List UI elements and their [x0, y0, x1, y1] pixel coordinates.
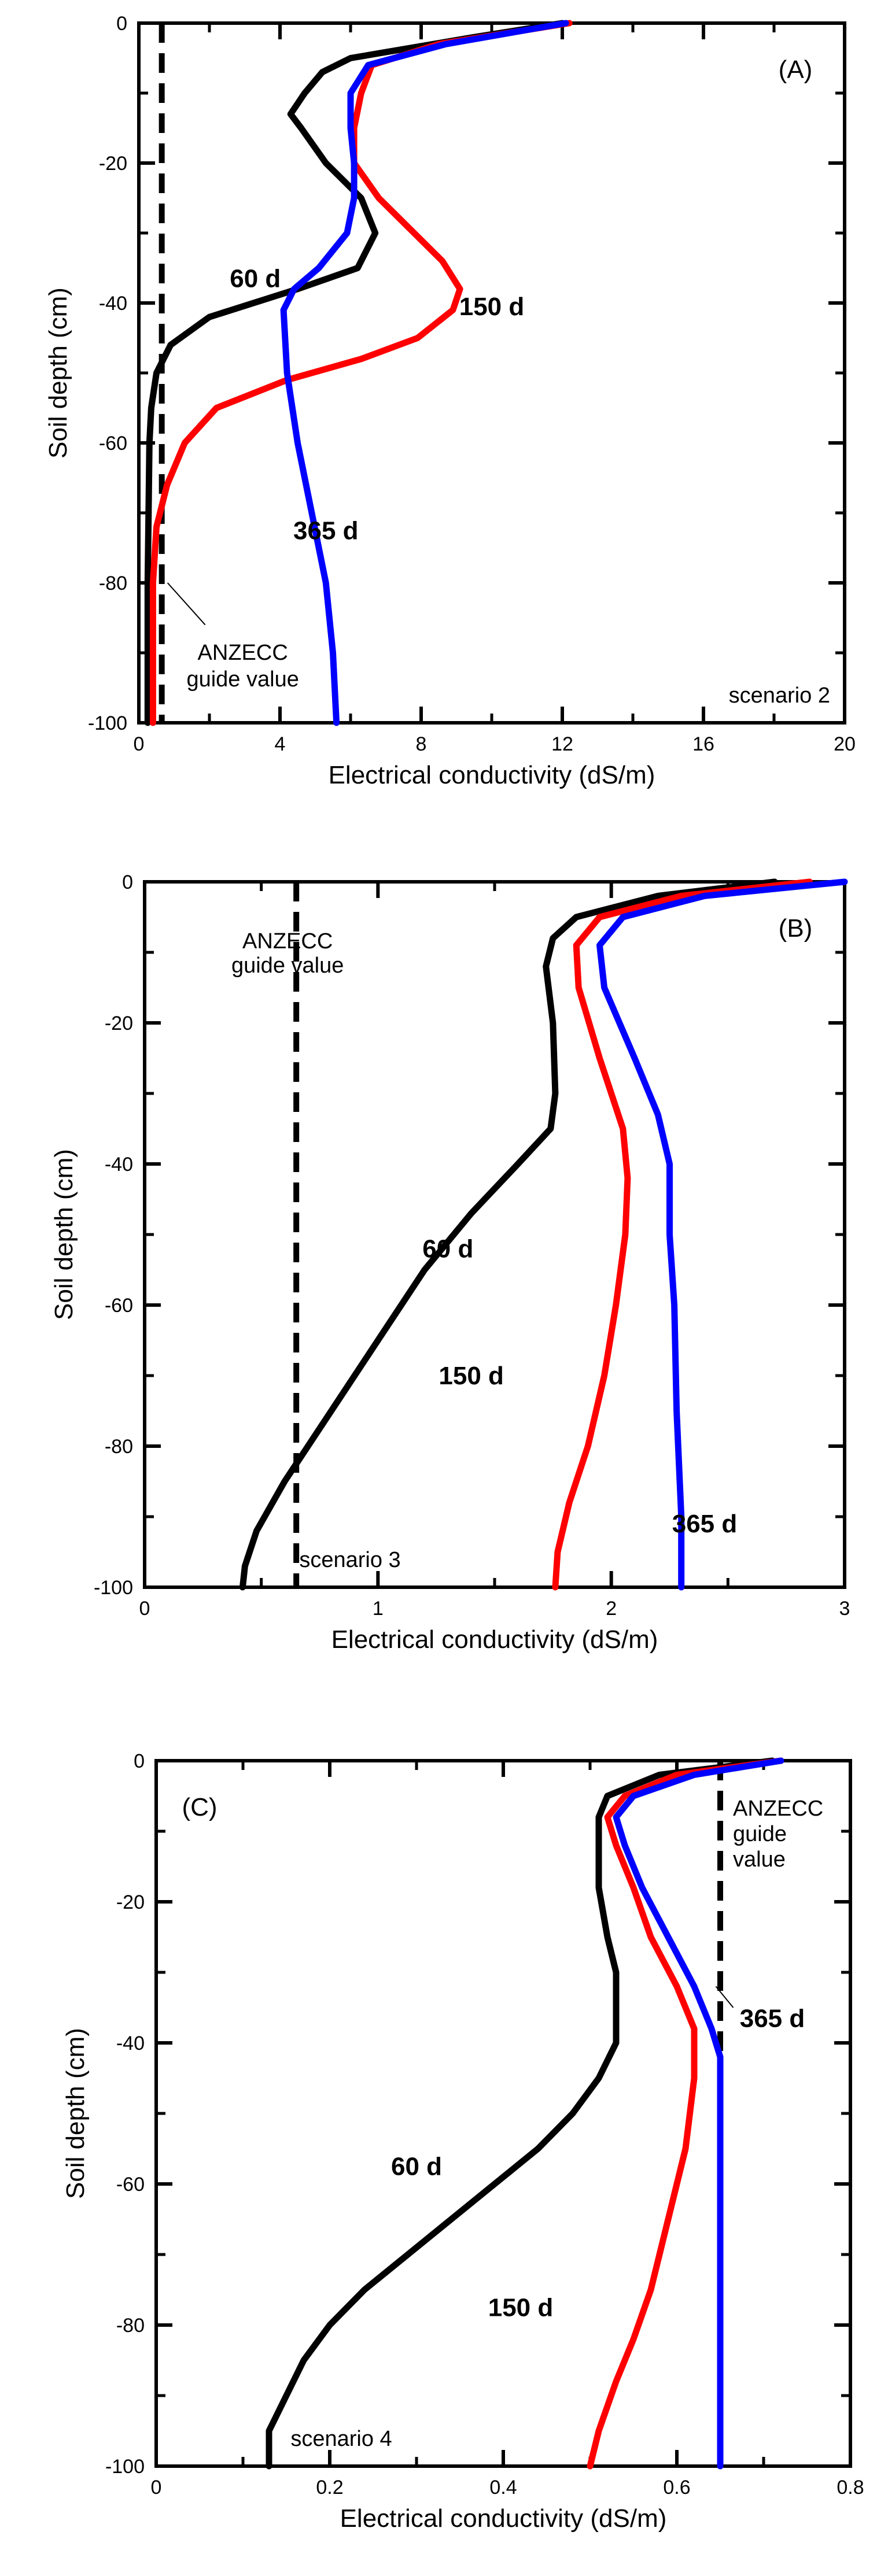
x-tick-label: 0	[134, 733, 145, 755]
series-label-150d: 150 d	[439, 1362, 504, 1390]
y-tick-label: -80	[105, 1436, 133, 1458]
x-axis-label: Electrical conductivity (dS/m)	[331, 1625, 658, 1654]
guide-value-label: ANZECC	[198, 641, 288, 665]
x-tick-label: 1	[373, 1598, 384, 1620]
x-tick-label: 2	[606, 1598, 617, 1620]
panel-letter: (A)	[779, 56, 813, 84]
x-tick-label: 0.4	[489, 2477, 517, 2499]
x-tick-label: 0.6	[663, 2477, 690, 2499]
series-line-60d	[239, 878, 778, 1591]
y-tick-label: -80	[116, 2315, 145, 2337]
y-tick-label: -80	[99, 572, 127, 594]
x-axis-label: Electrical conductivity (dS/m)	[340, 2504, 667, 2533]
series-line-60d	[266, 1757, 776, 2470]
guide-value-label: ANZECC	[242, 929, 333, 953]
y-tick-label: -40	[99, 293, 127, 315]
series-label-60d: 60 d	[230, 265, 281, 293]
series-line-365d	[280, 20, 569, 726]
x-tick-label: 12	[551, 733, 573, 755]
y-axis-label: Soil depth (cm)	[50, 1149, 78, 1320]
chart-panel-b: 0 1 2 3 0 -20 -40 -60 -80 -100 Electrical conducti…	[50, 871, 850, 1654]
series-line-60d	[144, 20, 566, 726]
series-line-365d	[613, 1757, 784, 2470]
series-label-150d: 150 d	[459, 293, 525, 321]
plot-frame	[143, 880, 846, 1589]
guide-value-label: value	[733, 1847, 786, 1872]
plot-frame	[137, 21, 846, 725]
x-tick-label: 16	[692, 733, 714, 755]
y-tick-label: 0	[134, 1750, 145, 1772]
x-tick-label: 0	[139, 1598, 150, 1620]
y-tick-label: -40	[105, 1154, 133, 1176]
y-tick-label: 0	[116, 13, 127, 35]
panel-letter: (C)	[182, 1793, 217, 1821]
chart-panel-a: 0 4 8 12 16 20 0 -20 -40 -60 -80 -100 Electrical con…	[44, 13, 856, 789]
series-label-365d: 365 d	[740, 2004, 805, 2032]
chart-panel-c: 0 0.2 0.4 0.6 0.8 0 -20 -40 -60 -80 -100 Electrical…	[61, 1750, 864, 2533]
y-tick-label: -60	[105, 1295, 133, 1317]
x-tick-label: 3	[839, 1598, 850, 1620]
series-label-365d: 365 d	[672, 1510, 738, 1538]
series-line-150d	[552, 878, 813, 1591]
y-tick-label: -20	[105, 1012, 133, 1034]
series-label-60d: 60 d	[422, 1235, 473, 1263]
x-axis-label: Electrical conductivity (dS/m)	[329, 761, 655, 789]
series-label-150d: 150 d	[488, 2294, 554, 2322]
series-label-60d: 60 d	[391, 2153, 442, 2181]
x-tick-label: 0	[151, 2477, 162, 2499]
scenario-label: scenario 3	[299, 1548, 400, 1572]
y-tick-label: -60	[116, 2174, 145, 2196]
guide-leader-line	[167, 582, 206, 626]
series-line-150d	[149, 20, 573, 726]
series-label-365d: 365 d	[293, 516, 359, 545]
x-tick-label: 20	[834, 733, 856, 755]
y-axis-label: Soil depth (cm)	[44, 287, 72, 459]
guide-value-label: guide value	[186, 667, 299, 692]
y-tick-label: -60	[99, 433, 127, 454]
series-line-150d	[587, 1757, 784, 2470]
y-axis-label: Soil depth (cm)	[61, 2028, 90, 2199]
guide-value-label: guide value	[231, 953, 344, 978]
y-tick-label: -100	[94, 1577, 133, 1599]
scenario-label: scenario 4	[290, 2427, 392, 2451]
y-tick-label: -40	[116, 2032, 145, 2054]
x-tick-label: 4	[275, 733, 286, 755]
y-tick-label: -100	[105, 2456, 145, 2478]
y-tick-label: -100	[88, 712, 127, 734]
label-leader-line	[715, 1986, 734, 2008]
x-tick-label: 0.8	[837, 2477, 864, 2499]
guide-value-label: guide	[733, 1822, 787, 1846]
y-tick-label: 0	[122, 871, 133, 893]
panel-letter: (B)	[779, 914, 813, 943]
scenario-label: scenario 2	[729, 683, 830, 708]
x-tick-label: 0.2	[316, 2477, 343, 2499]
guide-value-label: ANZECC	[733, 1797, 823, 1821]
series-line-365d	[596, 878, 848, 1591]
x-tick-label: 8	[416, 733, 427, 755]
y-tick-label: -20	[99, 153, 127, 175]
y-tick-label: -20	[116, 1891, 145, 1913]
